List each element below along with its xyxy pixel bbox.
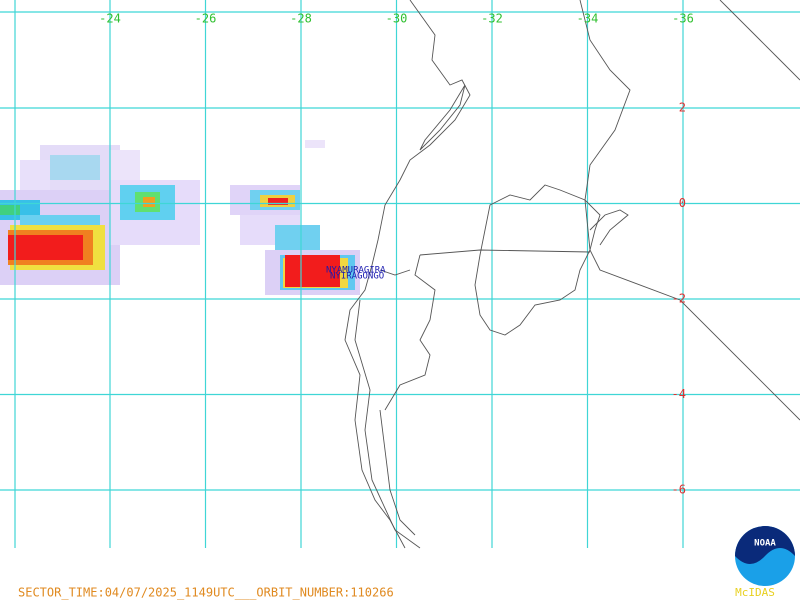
latitude-label: 2 [679,101,686,115]
coastlines [344,0,800,549]
so2-plume [0,140,360,295]
footer: SECTOR_TIME:04/07/2025_1149UTC___ORBIT_N… [18,586,394,600]
software-label: McIDAS [735,586,775,599]
logo-text: NOAA [754,539,776,549]
latitude-label: -2 [672,292,686,306]
longitude-label: -28 [290,12,312,26]
latitude-label: -6 [672,483,686,497]
longitude-label: -34 [577,12,599,26]
longitude-label: -24 [99,12,121,26]
latitude-label: -4 [672,387,686,401]
longitude-label: -30 [386,12,408,26]
longitude-label: -36 [672,12,694,26]
volcano-label: NYIRAGONGO [330,272,384,282]
volcano-label: NYAMURAGIRA [326,266,386,276]
longitude-label: -26 [195,12,217,26]
latitude-label: 0 [679,196,686,210]
graticule [0,0,800,548]
longitude-label: -32 [481,12,503,26]
noaa-logo: NOAA [735,526,795,586]
